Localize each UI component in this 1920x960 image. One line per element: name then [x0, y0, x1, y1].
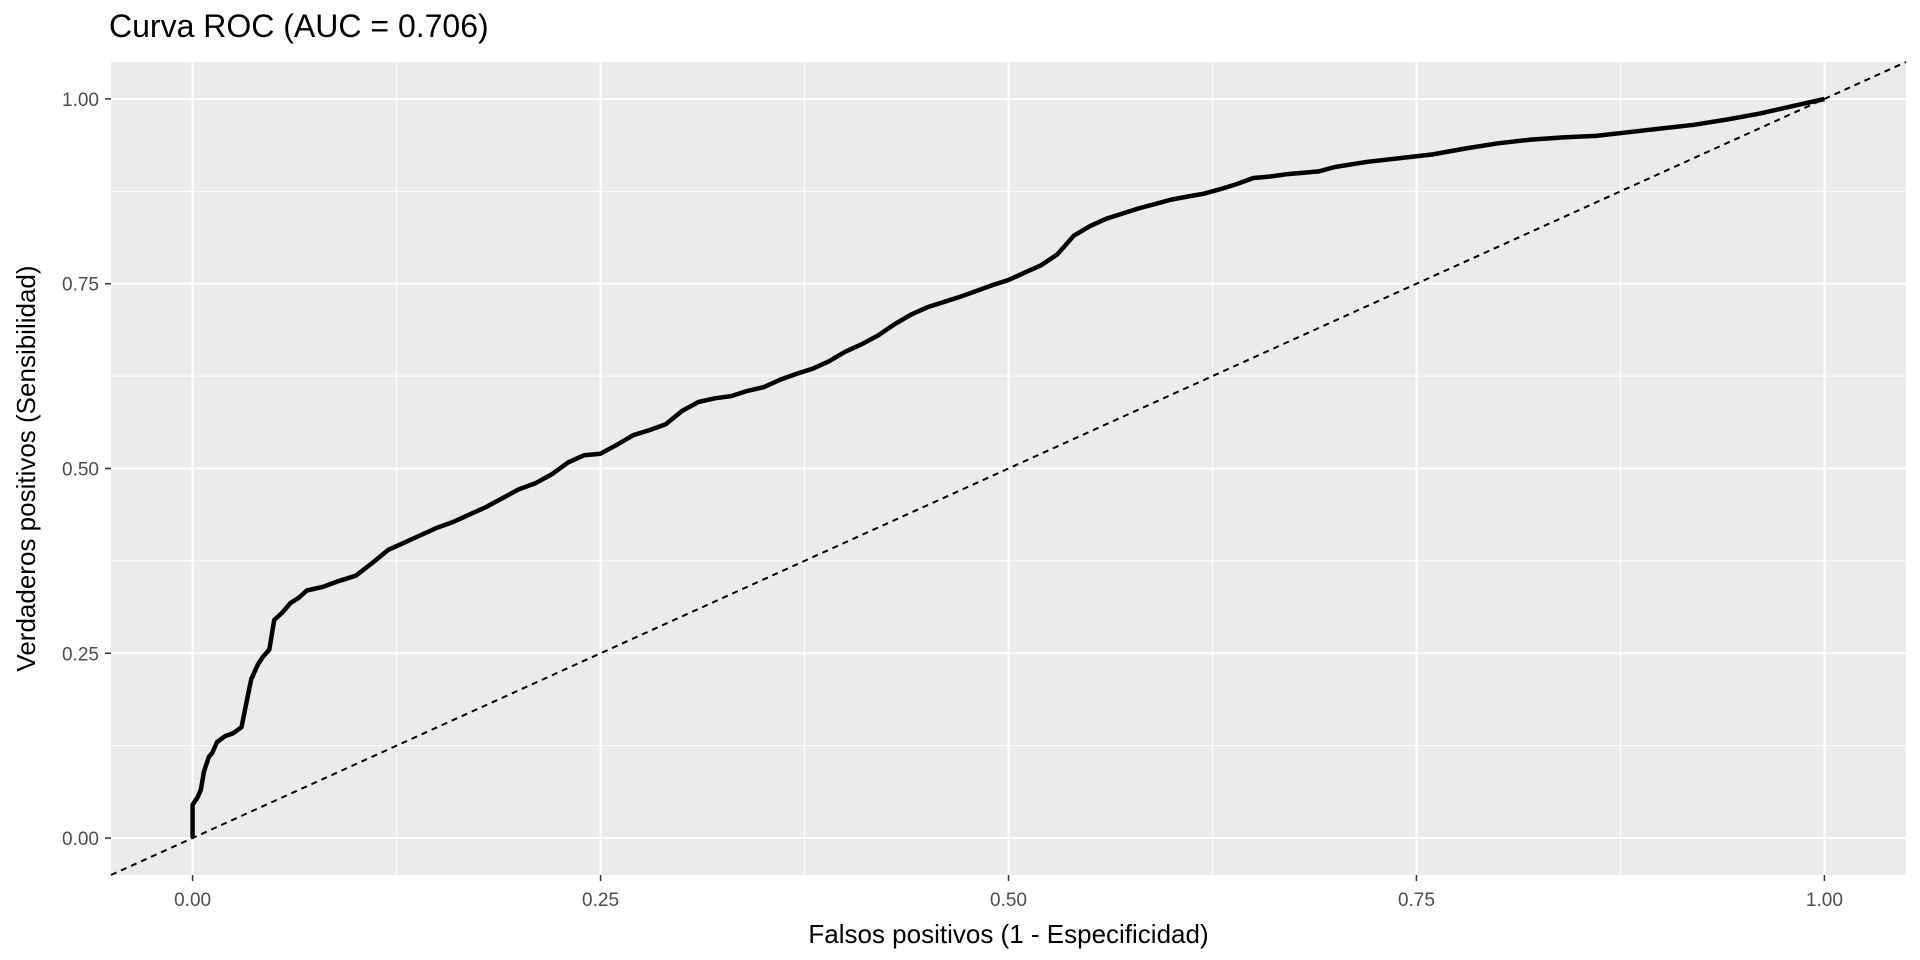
x-axis-title: Falsos positivos (1 - Especificidad) — [808, 919, 1208, 949]
x-tick-label: 0.00 — [174, 890, 211, 911]
major-gridlines — [111, 62, 1906, 875]
tick-labels: 0.00 0.25 0.50 0.75 1.00 0.00 0.25 0.50 0.75 1.00 — [62, 90, 1843, 911]
series-layer — [110, 61, 1907, 876]
x-tick-label: 1.00 — [1806, 890, 1843, 911]
diagonal-reference-line — [110, 61, 1907, 876]
y-tick-label: 0.75 — [62, 275, 99, 296]
y-tick-label: 1.00 — [62, 90, 99, 111]
x-tick-label: 0.25 — [582, 890, 619, 911]
x-tick-label: 0.50 — [990, 890, 1027, 911]
axis-ticks — [105, 98, 1826, 881]
roc-curve-line — [190, 96, 1825, 838]
x-tick-label: 0.75 — [1398, 890, 1435, 911]
y-tick-label: 0.00 — [62, 829, 99, 850]
y-tick-label: 0.25 — [62, 644, 99, 665]
y-axis-title: Verdaderos positivos (Sensibilidad) — [11, 265, 41, 671]
y-tick-label: 0.50 — [62, 460, 99, 481]
chart-title: Curva ROC (AUC = 0.706) — [109, 8, 489, 44]
